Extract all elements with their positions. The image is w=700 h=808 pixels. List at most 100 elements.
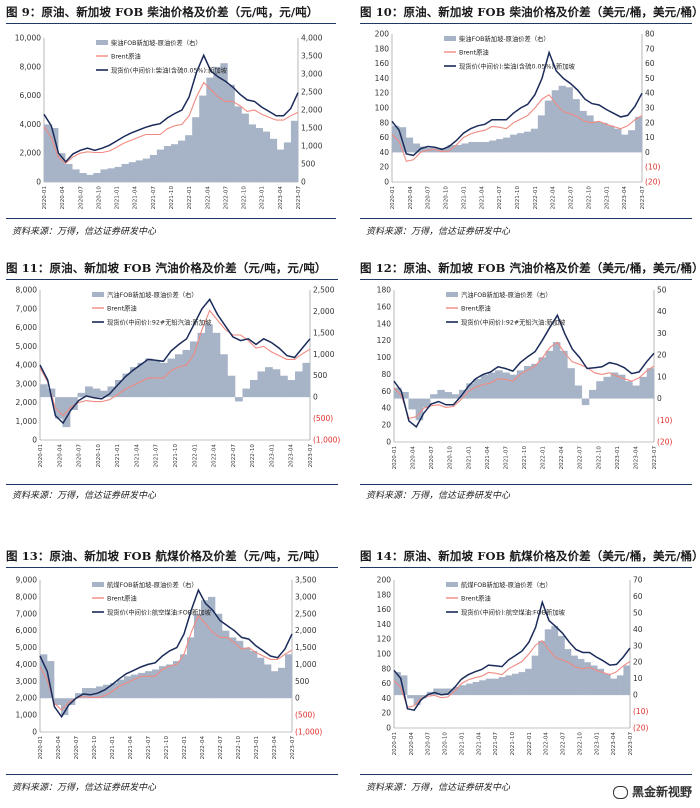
legend-label-spread: 汽油FOB新加坡-原油价差（右） bbox=[461, 290, 552, 299]
spread-bar bbox=[160, 362, 168, 398]
legend-label-brent: Brent原油 bbox=[459, 48, 489, 57]
spread-bar bbox=[419, 146, 428, 153]
right-tick-label: 0 bbox=[295, 694, 300, 703]
left-tick-label: 0 bbox=[32, 728, 37, 737]
right-tick-label: 3,000 bbox=[295, 592, 317, 601]
right-tick-label: 3,000 bbox=[301, 70, 323, 79]
spread-bar bbox=[482, 142, 490, 153]
spread-bar bbox=[439, 688, 447, 696]
left-tick-label: 120 bbox=[375, 89, 390, 98]
x-tick-label: 2021-01 bbox=[461, 186, 467, 210]
right-tick-label: 2,500 bbox=[301, 88, 323, 97]
left-tick-label: 10,000 bbox=[15, 34, 41, 43]
panel-fig12: 图 12：原油、新加坡 FOB 汽油价格及价差（美元/桶，美元/桶） 180 16… bbox=[360, 260, 700, 501]
spread-bar bbox=[558, 85, 566, 153]
spread-bar bbox=[138, 672, 146, 699]
left-tick-label: 3,000 bbox=[16, 677, 38, 686]
left-tick-label: 120 bbox=[377, 336, 392, 345]
spread-bar bbox=[473, 379, 481, 399]
x-tick-label: 2020-04 bbox=[56, 736, 62, 760]
spread-bar bbox=[248, 124, 256, 182]
spread-bar bbox=[236, 640, 244, 699]
bottom-divider bbox=[360, 774, 692, 775]
right-tick-label: 30 bbox=[657, 329, 667, 338]
spread-bar bbox=[180, 654, 188, 699]
spread-bar bbox=[472, 681, 480, 696]
spread-bar bbox=[205, 324, 213, 398]
x-tick-label: 2020-10 bbox=[448, 446, 454, 470]
spread-bar bbox=[40, 654, 48, 699]
x-tick-label: 2022-10 bbox=[236, 736, 242, 760]
left-tick-label: 200 bbox=[375, 30, 390, 39]
right-tick-label: 500 bbox=[295, 677, 310, 686]
x-tick-label: 2022-01 bbox=[192, 444, 198, 468]
spot-price-line bbox=[393, 599, 631, 712]
spread-bar bbox=[142, 158, 151, 182]
spread-bar bbox=[479, 680, 487, 696]
brent-line bbox=[39, 614, 293, 711]
spread-bar bbox=[392, 125, 400, 153]
spread-bar bbox=[407, 695, 414, 699]
brent-line bbox=[391, 93, 643, 162]
left-tick-label: 180 bbox=[377, 286, 392, 295]
spread-bar bbox=[646, 368, 655, 399]
x-tick-label: 2023-07 bbox=[290, 736, 296, 760]
left-tick-label: 80 bbox=[381, 370, 391, 379]
left-tick-label: 140 bbox=[377, 620, 392, 629]
left-tick-label: 1,000 bbox=[16, 417, 38, 426]
spread-bar bbox=[152, 360, 161, 398]
right-tick-label: 1,500 bbox=[295, 643, 317, 652]
right-tick-label: 2,000 bbox=[295, 626, 317, 635]
right-tick-label: 1,000 bbox=[301, 142, 323, 151]
x-tick-label: 2023-07 bbox=[652, 446, 658, 470]
spread-bar bbox=[405, 137, 414, 153]
spread-bar bbox=[531, 363, 539, 399]
panel-fig10: 图 10：原油、新加坡 FOB 柴油价格及价差（美元/桶，美元/桶） 200 18… bbox=[360, 4, 700, 239]
right-tick-label: 500 bbox=[301, 160, 316, 169]
spread-bar bbox=[586, 115, 594, 153]
x-tick-label: 2022-01 bbox=[541, 446, 547, 470]
left-tick-label: 60 bbox=[381, 679, 391, 688]
spread-bar bbox=[489, 140, 497, 153]
spread-bar bbox=[495, 370, 503, 399]
chart-title: 图 10：原油、新加坡 FOB 柴油价格及价差（美元/桶，美元/桶） bbox=[360, 5, 700, 19]
spot-price-line bbox=[39, 298, 311, 425]
panel-fig14: 图 14：原油、新加坡 FOB 航煤价格及价差（美元/桶，美元/桶） 200 18… bbox=[360, 548, 700, 803]
spread-bar bbox=[581, 398, 590, 406]
spread-bar bbox=[567, 368, 575, 399]
title-divider bbox=[360, 23, 692, 24]
x-tick-label: 2023-04 bbox=[289, 444, 295, 468]
spread-bar bbox=[551, 626, 559, 696]
spread-bar bbox=[420, 695, 428, 699]
right-tick-label: 0 bbox=[657, 394, 662, 403]
x-tick-label: 2020-04 bbox=[60, 186, 66, 210]
left-tick-label: 0 bbox=[36, 178, 41, 187]
left-tick-label: 0 bbox=[386, 438, 391, 447]
spread-bar bbox=[635, 116, 643, 153]
left-tick-label: 5,000 bbox=[16, 342, 38, 351]
x-tick-label: 2022-04 bbox=[212, 444, 218, 468]
left-tick-label: 20 bbox=[379, 163, 389, 172]
left-tick-label: 160 bbox=[375, 59, 390, 68]
spread-bar bbox=[597, 668, 605, 696]
spread-bar bbox=[422, 398, 431, 408]
x-tick-label: 2021-04 bbox=[476, 732, 482, 756]
x-tick-label: 2022-04 bbox=[544, 732, 550, 756]
spread-bar bbox=[498, 677, 506, 696]
x-tick-label: 2023-01 bbox=[594, 732, 600, 756]
left-tick-label: 40 bbox=[381, 694, 391, 703]
right-tick-label: 2,000 bbox=[313, 307, 335, 316]
x-tick-label: 2022-07 bbox=[569, 186, 575, 210]
legend-swatch-spread bbox=[92, 582, 104, 587]
spread-bar bbox=[250, 380, 258, 398]
right-tick-label: 30 bbox=[633, 641, 643, 650]
right-tick-label: 40 bbox=[633, 625, 643, 634]
right-tick-label: 80 bbox=[645, 30, 655, 39]
right-neg-tick-label: (10) bbox=[645, 163, 660, 172]
spread-bar bbox=[287, 380, 296, 398]
spread-bar bbox=[86, 174, 94, 182]
right-tick-label: 50 bbox=[633, 608, 643, 617]
spread-bar bbox=[243, 647, 251, 699]
spread-bar bbox=[430, 394, 438, 399]
right-neg-tick-label: (20) bbox=[645, 178, 660, 187]
